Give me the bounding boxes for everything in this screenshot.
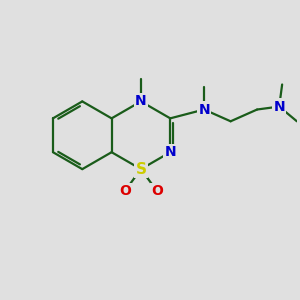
Text: O: O: [119, 184, 131, 198]
Text: S: S: [135, 162, 146, 177]
Text: N: N: [135, 94, 147, 108]
Text: N: N: [198, 103, 210, 116]
Text: N: N: [164, 145, 176, 159]
Text: O: O: [151, 184, 163, 198]
Text: N: N: [273, 100, 285, 114]
